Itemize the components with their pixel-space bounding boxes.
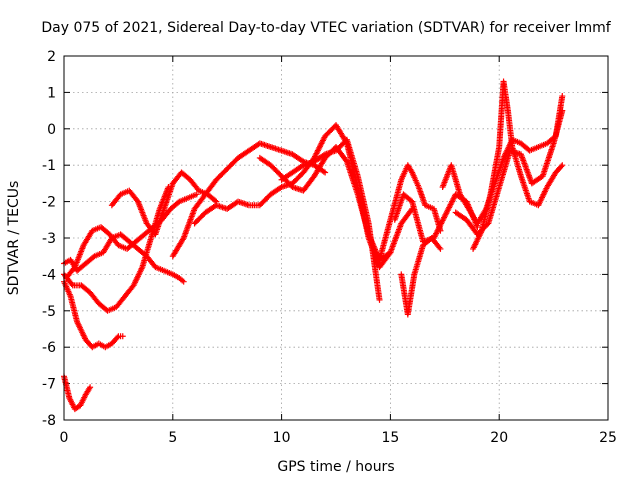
data-point — [322, 169, 329, 176]
data-point-sample — [320, 168, 327, 175]
data-points-layer — [61, 78, 566, 413]
y-tick-label: -3 — [42, 231, 56, 247]
y-tick-label: -1 — [42, 158, 56, 174]
x-axis-label: GPS time / hours — [277, 459, 394, 475]
x-tick-label: 10 — [273, 430, 291, 446]
data-point — [559, 93, 566, 100]
y-tick-label: -6 — [42, 340, 56, 356]
data-point-sample — [114, 334, 121, 341]
grid-layer — [64, 56, 608, 420]
x-tick-label: 20 — [490, 430, 508, 446]
x-tick-label: 0 — [60, 430, 69, 446]
y-tick-label: -8 — [42, 413, 56, 429]
data-point — [119, 333, 126, 340]
plot-frame — [63, 55, 609, 421]
data-point-sample — [436, 244, 443, 251]
chart-title: Day 075 of 2021, Sidereal Day-to-day VTE… — [41, 20, 611, 36]
x-tick-label: 25 — [599, 430, 617, 446]
data-point — [376, 296, 383, 303]
y-tick-label: 1 — [47, 85, 56, 101]
data-point-sample — [558, 163, 565, 170]
y-tick-label: -5 — [42, 304, 56, 320]
y-axis-label: SDTVAR / TECUs — [6, 181, 22, 296]
y-tick-label: 0 — [47, 122, 56, 138]
data-point — [559, 162, 566, 169]
y-tick-label: -4 — [42, 267, 56, 283]
data-point — [193, 191, 200, 198]
y-tick-label: -7 — [42, 377, 56, 393]
data-point — [87, 384, 94, 391]
data-point-sample — [68, 280, 75, 287]
x-tick-label: 5 — [168, 430, 177, 446]
data-point — [559, 107, 566, 114]
data-point — [437, 245, 444, 252]
data-point — [180, 278, 187, 285]
y-tick-label: 2 — [47, 49, 56, 65]
x-tick-label: 15 — [381, 430, 399, 446]
y-tick-label: -2 — [42, 195, 56, 211]
tick-layer: 0 5 10 15 20 25 -8 -7 -6 -5 -4 -3 -2 -1 0 1 2 — [42, 49, 617, 446]
data-point-sample — [212, 197, 219, 204]
